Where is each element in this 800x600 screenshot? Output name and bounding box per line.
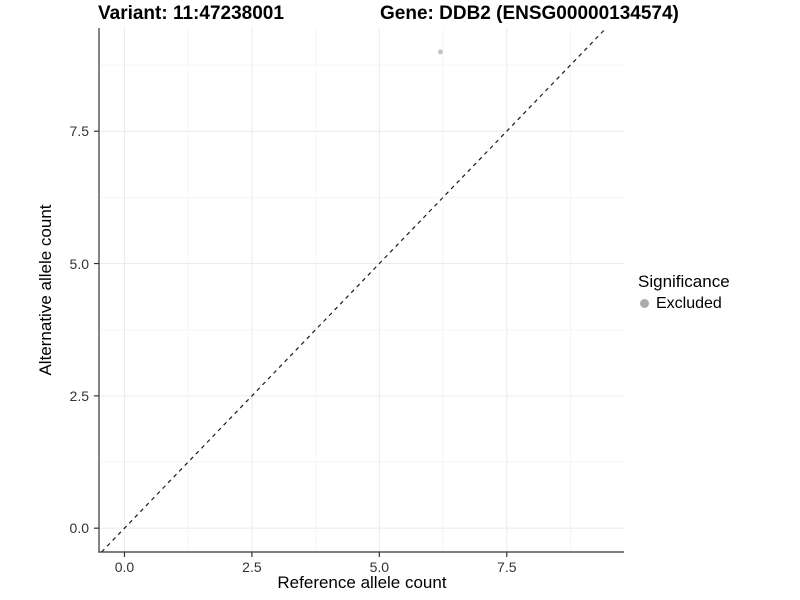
y-tick-label: 7.5: [69, 123, 89, 140]
plot-title-gene: Gene: DDB2 (ENSG00000134574): [380, 3, 679, 24]
x-tick-label: 2.5: [242, 559, 262, 575]
legend-item-excluded: Excluded: [638, 294, 730, 313]
plot-svg: [94, 28, 624, 557]
x-tick-label: 5.0: [369, 559, 390, 575]
x-axis-title: Reference allele count: [277, 573, 447, 592]
y-tick-label: 5.0: [69, 255, 89, 272]
identity-line: [101, 28, 607, 553]
data-point-excluded: [438, 49, 444, 55]
legend-item-label: Excluded: [656, 295, 722, 312]
y-tick-label: 2.5: [69, 387, 89, 404]
x-tick-label: 7.5: [497, 559, 517, 575]
legend-title: Significance: [638, 272, 730, 291]
plot-title-variant: Variant: 11:47238001: [98, 3, 284, 24]
legend: Significance Excluded: [638, 271, 730, 313]
x-tick-label: 0.0: [114, 559, 135, 575]
legend-point-icon: [640, 299, 649, 308]
y-tick-label: 0.0: [69, 520, 89, 537]
